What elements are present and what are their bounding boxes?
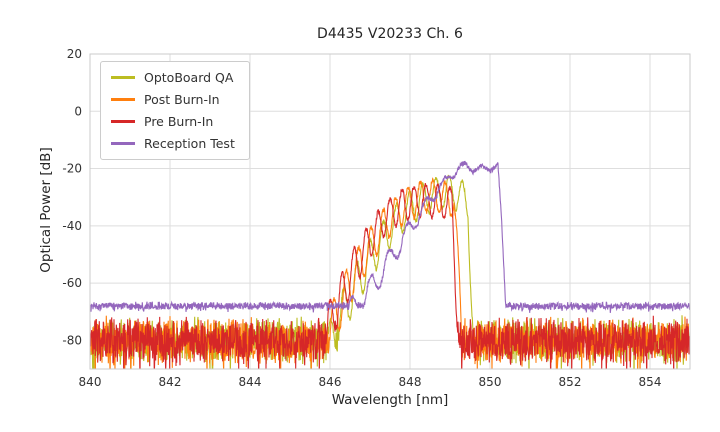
legend-swatch	[111, 120, 135, 123]
legend-label: Post Burn-In	[144, 92, 220, 107]
legend-swatch	[111, 98, 135, 101]
legend-label: OptoBoard QA	[144, 70, 234, 85]
x-tick-label: 854	[639, 375, 662, 389]
y-tick-label: -80	[62, 333, 82, 347]
legend-item: Post Burn-In	[111, 92, 235, 107]
x-tick-label: 840	[79, 375, 102, 389]
x-axis-label: Wavelength [nm]	[331, 392, 449, 408]
x-tick-label: 852	[559, 375, 582, 389]
series-path-reception-test	[90, 160, 690, 313]
x-tick-label: 850	[479, 375, 502, 389]
legend: OptoBoard QA Post Burn-In Pre Burn-In Recep…	[100, 61, 250, 160]
legend-item: Reception Test	[111, 136, 235, 151]
y-tick-label: -60	[62, 276, 82, 290]
legend-swatch	[111, 142, 135, 145]
series-path-post-burn-in	[90, 177, 690, 369]
series-path-pre-burn-in	[90, 183, 690, 369]
legend-label: Pre Burn-In	[144, 114, 214, 129]
plot-border	[89, 53, 691, 370]
chart-title: D4435 V20233 Ch. 6	[317, 26, 463, 42]
x-tick-label: 844	[239, 375, 262, 389]
y-tick-label: -40	[62, 219, 82, 233]
y-tick-label: 20	[67, 47, 82, 61]
y-axis-label: Optical Power [dB]	[38, 147, 54, 273]
x-tick-label: 842	[159, 375, 182, 389]
y-tick-label: 0	[74, 104, 82, 118]
legend-swatch	[111, 76, 135, 79]
y-tick-label: -20	[62, 162, 82, 176]
legend-label: Reception Test	[144, 136, 235, 151]
legend-item: Pre Burn-In	[111, 114, 235, 129]
x-tick-label: 848	[399, 375, 422, 389]
legend-item: OptoBoard QA	[111, 70, 235, 85]
x-tick-label: 846	[319, 375, 342, 389]
